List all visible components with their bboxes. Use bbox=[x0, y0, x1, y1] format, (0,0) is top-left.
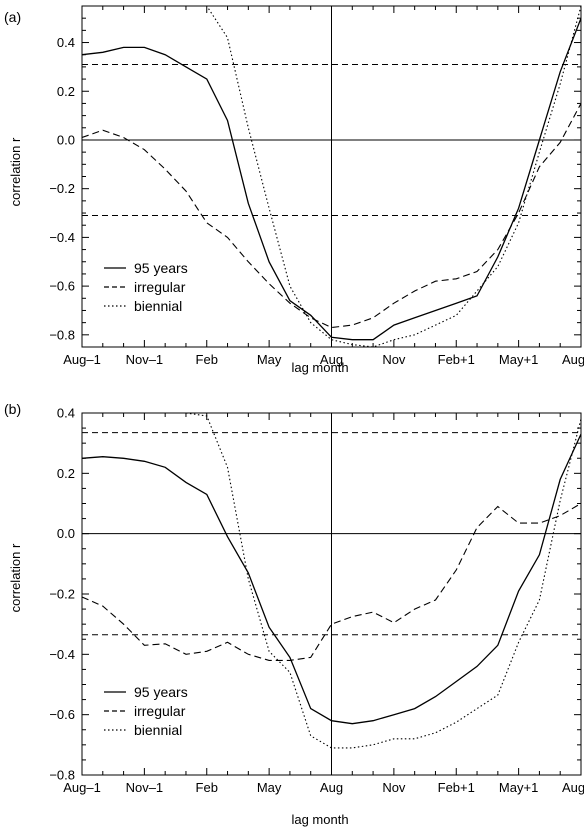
panel-a-x-tick-label: Aug–1 bbox=[63, 352, 101, 367]
panel-a-legend-label: biennial bbox=[134, 298, 182, 314]
panel-a-y-tick-label: −0.6 bbox=[49, 279, 75, 294]
panel-b-x-tick-label: Nov bbox=[382, 780, 406, 795]
panel-a-y-tick-label: −0.4 bbox=[49, 230, 75, 245]
panel-a-legend-label: irregular bbox=[134, 279, 186, 295]
panel-b-y-tick-label: −0.8 bbox=[49, 768, 75, 783]
panel-a-series-irregular bbox=[82, 103, 581, 329]
panel-b-y-tick-label: 0.0 bbox=[57, 526, 75, 541]
panel-b-y-tick-label: −0.6 bbox=[49, 707, 75, 722]
panel-b-x-axis-label: lag month bbox=[291, 812, 348, 827]
panel-a-x-tick-label: Nov bbox=[382, 352, 406, 367]
panel-b-series-irregular bbox=[82, 503, 581, 661]
panel-b: (b) correlation r lag month Aug–1 Nov–1 Fe… bbox=[4, 401, 584, 827]
panel-a-series-95-years bbox=[82, 17, 581, 341]
panel-b-label: (b) bbox=[4, 401, 21, 417]
panel-a-x-tick-label: Feb bbox=[196, 352, 218, 367]
panel-b-series-95-years bbox=[82, 433, 581, 725]
panel-b-x-tick-label: Nov–1 bbox=[126, 780, 164, 795]
panel-b-legend-label: irregular bbox=[134, 703, 186, 719]
panel-b-x-tick-label: May+1 bbox=[499, 780, 538, 795]
panel-b-x-tick-label: Feb+1 bbox=[438, 780, 475, 795]
panel-a-y-tick-label: −0.8 bbox=[49, 327, 75, 342]
panel-a-x-tick-label: Feb+1 bbox=[438, 352, 475, 367]
panel-b-y-tick-label: 0.4 bbox=[57, 406, 75, 421]
panel-a-legend-label: 95 years bbox=[134, 260, 188, 276]
panel-a-series-biennial bbox=[186, 6, 581, 347]
panel-b-x-tick-label: Feb bbox=[196, 780, 218, 795]
panel-a-y-axis-label: correlation r bbox=[8, 137, 23, 206]
panel-b-y-tick-label: 0.2 bbox=[57, 466, 75, 481]
panel-a-x-tick-label: May+1 bbox=[499, 352, 538, 367]
panel-a-y-tick-label: 0.4 bbox=[57, 35, 75, 50]
panel-a-x-tick-label: May bbox=[257, 352, 282, 367]
panel-b-x-tick-label: Aug bbox=[320, 780, 343, 795]
panel-b-legend-label: 95 years bbox=[134, 684, 188, 700]
panel-a-x-axis-label: lag month bbox=[291, 360, 348, 375]
panel-b-series-biennial bbox=[185, 413, 581, 749]
panel-b-x-tick-label: May bbox=[257, 780, 282, 795]
panel-b-x-tick-label: Aug+1 bbox=[562, 780, 584, 795]
panel-b-y-tick-label: −0.4 bbox=[49, 647, 75, 662]
panel-a-x-tick-label: Aug bbox=[320, 352, 343, 367]
panel-b-y-axis-label: correlation r bbox=[8, 543, 23, 612]
panel-a-x-tick-label: Aug+1 bbox=[562, 352, 584, 367]
panel-b-legend-label: biennial bbox=[134, 722, 182, 738]
panel-b-x-tick-label: Aug–1 bbox=[63, 780, 101, 795]
panel-a-y-tick-label: −0.2 bbox=[49, 181, 75, 196]
panel-a-x-tick-label: Nov–1 bbox=[126, 352, 164, 367]
panel-a: (a) correlation r lag month Aug–1 Nov–1 Fe… bbox=[4, 5, 584, 375]
panel-a-y-tick-label: 0.2 bbox=[57, 84, 75, 99]
panel-b-y-tick-label: −0.2 bbox=[49, 587, 75, 602]
panel-a-label: (a) bbox=[4, 9, 21, 25]
panel-a-y-tick-label: 0.0 bbox=[57, 132, 75, 147]
